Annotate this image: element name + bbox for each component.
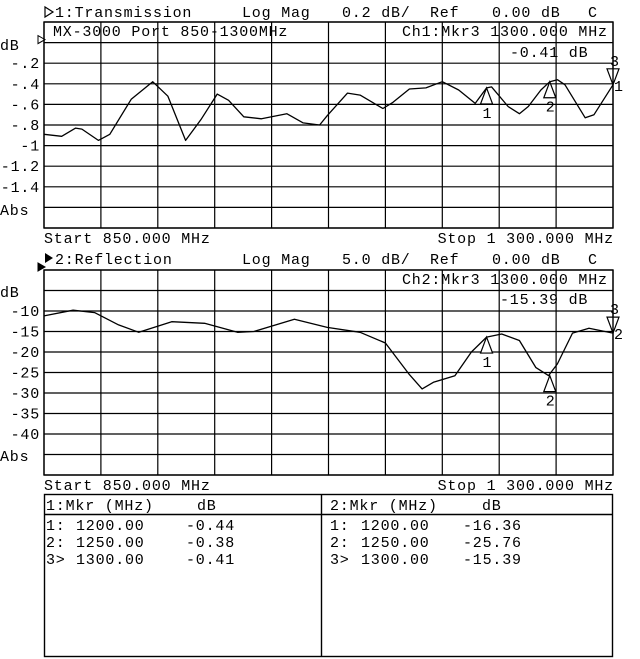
y-tick-label: -15 <box>11 325 40 342</box>
marker-frequency: 1200.00 <box>361 518 430 535</box>
plot-frame <box>43 21 614 229</box>
table-row: 2: 1250.00 -0.38 <box>46 535 235 552</box>
plot-caption: MX-3000 Port 850-1300MHz <box>53 24 288 41</box>
active-marker-value: -15.39 dB <box>500 292 588 309</box>
marker-value: -25.76 <box>463 535 522 552</box>
y-tick-label: -10 <box>11 304 40 321</box>
marker-value: -0.38 <box>186 535 235 552</box>
marker-triangle[interactable] <box>542 80 557 99</box>
y-tick-label: -.4 <box>11 77 40 94</box>
marker-number: 2 <box>546 394 556 411</box>
marker-id: 3> <box>330 552 350 569</box>
marker-value: -16.36 <box>463 518 522 535</box>
channel-title: 1:Transmission <box>55 5 192 22</box>
table-row: 3> 1300.00 -15.39 <box>330 552 522 569</box>
marker-number: 2 <box>546 100 556 117</box>
marker-triangle[interactable] <box>479 86 494 105</box>
column-header-marker: 2:Mkr (MHz) <box>330 498 438 515</box>
measurement-trace <box>43 309 614 390</box>
marker-frequency: 1200.00 <box>76 518 145 535</box>
format-label: Log Mag <box>242 252 311 269</box>
marker-frequency: 1250.00 <box>76 535 145 552</box>
active-channel-triangle-icon <box>45 253 53 263</box>
marker-id: 1: <box>46 518 66 535</box>
y-unit-label: dB <box>0 285 20 302</box>
y-tick-label: -25 <box>11 366 40 383</box>
transmission-plot: -.2 -.4 -.6 -.8 -1 -1.2 -1.4 1 1 2 3 <box>1 21 624 229</box>
y-tick-label: -1.4 <box>1 180 40 197</box>
marker-number: 1 <box>483 355 493 372</box>
active-channel-triangle-icon <box>44 5 55 19</box>
marker-number: 3 <box>610 54 620 71</box>
channel-2-marker-list: 2:Mkr (MHz) dB 1: 1200.00 -16.36 2: 1250… <box>330 498 522 569</box>
trace-channel-label: 2 <box>614 327 624 344</box>
channel-2-header: 2:Reflection Log Mag 5.0 dB/ Ref 0.00 dB… <box>45 252 598 269</box>
column-header-unit: dB <box>482 498 502 515</box>
start-frequency: Start 850.000 MHz <box>44 478 211 495</box>
format-abs-label: Abs <box>0 449 29 466</box>
table-row: 2: 1250.00 -25.76 <box>330 535 522 552</box>
channel-1-marker-list: 1:Mkr (MHz) dB 1: 1200.00 -0.44 2: 1250.… <box>46 498 235 569</box>
scale-label: 0.2 dB/ <box>342 5 411 22</box>
reference-position-icon <box>37 262 47 272</box>
marker-value: -15.39 <box>463 552 522 569</box>
column-header-marker: 1:Mkr (MHz) <box>46 498 154 515</box>
channel-title: 2:Reflection <box>55 252 173 269</box>
start-frequency: Start 850.000 MHz <box>44 231 211 248</box>
ref-value: 0.00 dB <box>492 5 561 22</box>
plot-frame <box>43 269 614 476</box>
y-tick-label: -.6 <box>11 97 40 114</box>
y-tick-label: -.8 <box>11 118 40 135</box>
y-tick-label: -30 <box>11 386 40 403</box>
y-tick-label: -20 <box>11 345 40 362</box>
marker-frequency: 1300.00 <box>76 552 145 569</box>
marker-value: -0.41 <box>186 552 235 569</box>
y-tick-label: -.2 <box>11 56 40 73</box>
marker-value: -0.44 <box>186 518 235 535</box>
y-unit-label: dB <box>0 38 20 55</box>
y-tick-label: -40 <box>11 427 40 444</box>
marker-triangle[interactable] <box>479 335 494 354</box>
marker-number: 1 <box>483 106 493 123</box>
ref-label: Ref <box>430 252 459 269</box>
marker-id: 1: <box>330 518 350 535</box>
marker-number: 3 <box>610 302 620 319</box>
coupling-indicator: C <box>588 5 598 22</box>
format-label: Log Mag <box>242 5 311 22</box>
marker-frequency: 1300.00 <box>361 552 430 569</box>
measurement-trace <box>43 79 614 142</box>
stop-frequency: Stop 1 300.000 MHz <box>438 231 614 248</box>
marker-id: 2: <box>46 535 66 552</box>
table-row: 3> 1300.00 -0.41 <box>46 552 235 569</box>
table-row: 1: 1200.00 -16.36 <box>330 518 522 535</box>
column-header-unit: dB <box>197 498 217 515</box>
trace-channel-label: 1 <box>614 79 624 96</box>
marker-frequency: 1250.00 <box>361 535 430 552</box>
channel-1-header: 1:Transmission Log Mag 0.2 dB/ Ref 0.00 … <box>44 5 598 22</box>
table-row: 1: 1200.00 -0.44 <box>46 518 235 535</box>
y-tick-label: -1.2 <box>1 159 40 176</box>
marker-triangle[interactable] <box>542 373 557 393</box>
marker-table: 1:Mkr (MHz) dB 1: 1200.00 -0.44 2: 1250.… <box>43 493 614 658</box>
scale-label: 5.0 dB/ <box>342 252 411 269</box>
marker-id: 2: <box>330 535 350 552</box>
active-marker-label: Ch2:Mkr3 1300.000 MHz <box>402 272 608 289</box>
active-marker-value: -0.41 dB <box>510 45 588 62</box>
y-tick-label: -35 <box>11 407 40 424</box>
coupling-indicator: C <box>588 252 598 269</box>
reference-position-icon <box>37 34 47 45</box>
active-marker-label: Ch1:Mkr3 1300.000 MHz <box>402 24 608 41</box>
reflection-plot: -10 -15 -20 -25 -30 -35 -40 2 1 2 3 <box>11 262 624 476</box>
y-tick-label: -1 <box>20 139 40 156</box>
format-abs-label: Abs <box>0 203 29 220</box>
ref-label: Ref <box>430 5 459 22</box>
marker-id: 3> <box>46 552 66 569</box>
ref-value: 0.00 dB <box>492 252 561 269</box>
stop-frequency: Stop 1 300.000 MHz <box>438 478 614 495</box>
marker-table-frame <box>43 493 614 658</box>
